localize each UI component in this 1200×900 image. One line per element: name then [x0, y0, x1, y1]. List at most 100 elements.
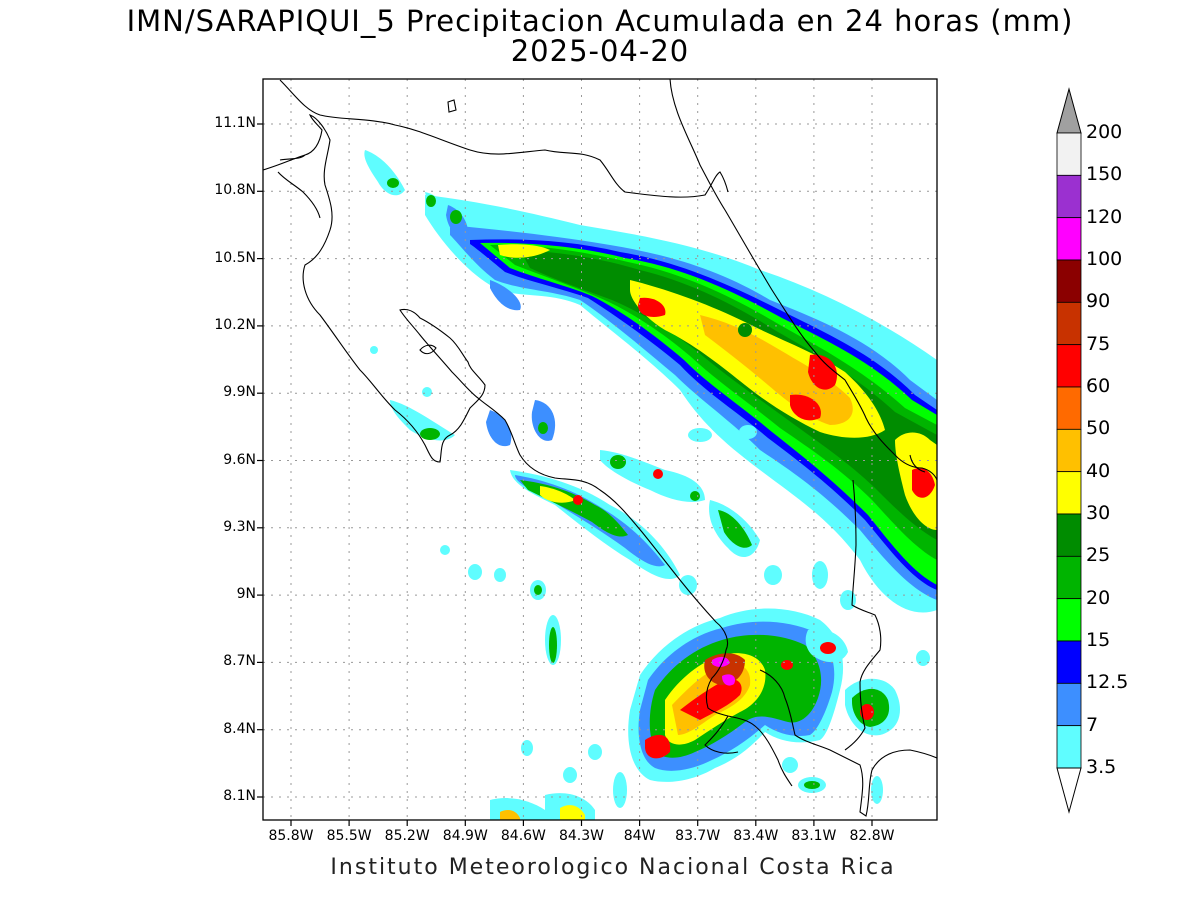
- rain-band-north-c60c: [790, 394, 821, 421]
- rain-bottom-c60: [500, 810, 520, 820]
- rain-speck-16: [613, 772, 627, 808]
- cocos-bay: [909, 454, 926, 473]
- rain-cell-8_7n-c60b: [781, 660, 793, 670]
- colorbar-swatch: [1056, 386, 1082, 430]
- rain-southwest-c60: [645, 734, 671, 759]
- colorbar-swatch: [1056, 132, 1082, 176]
- colorbar-swatch: [1056, 513, 1082, 557]
- rain-centralwest-c15: [420, 428, 440, 440]
- colorbar-swatch: [1056, 174, 1082, 219]
- lon-tick-label: 84.6W: [500, 828, 546, 844]
- lon-tick-label: 85.8W: [268, 828, 314, 844]
- rain-speck-4b: [549, 627, 557, 663]
- rain-speck-5: [679, 575, 697, 595]
- rain-band-north-c60b: [808, 354, 838, 390]
- plot-frame: [262, 78, 938, 821]
- rain-speck-11: [563, 767, 577, 783]
- lat-tick-label: 9.3N: [223, 518, 256, 535]
- colorbar-tick-label: 200: [1086, 121, 1123, 143]
- rain-west-c35: [364, 150, 405, 196]
- rain-band-north-c15-green-dot: [738, 323, 752, 337]
- rain-speck-13: [782, 757, 798, 773]
- rain-speck-8: [840, 590, 856, 610]
- rain-band-north-c60: [638, 297, 666, 317]
- caribbean-coast: [669, 79, 937, 481]
- lat-tick-label: 8.4N: [223, 720, 256, 737]
- rain-south-c100b: [722, 674, 736, 686]
- rain-east-cells-c60: [653, 469, 663, 479]
- rain-speck-7: [812, 561, 828, 589]
- colorbar-swatch: [1056, 344, 1082, 388]
- colorbar-swatch: [1056, 217, 1082, 261]
- colorbar-under-triangle: [1056, 767, 1082, 814]
- rain-north-blue-strip: [490, 280, 521, 311]
- lon-tick-label: 84.3W: [558, 828, 604, 844]
- rain-speck-1: [468, 564, 482, 580]
- colorbar-tick-label: 75: [1086, 332, 1111, 355]
- lon-tick-label: 83.1W: [791, 828, 837, 844]
- colorbar-swatch: [1056, 428, 1082, 473]
- colorbar-swatch: [1056, 555, 1082, 600]
- lon-tick-label: 85.2W: [384, 828, 430, 844]
- rain-mid-cell-c20: [718, 510, 752, 548]
- rain-centralwest-c15b: [538, 422, 548, 434]
- footer-credit: Instituto Meteorologico Nacional Costa R…: [330, 855, 896, 880]
- lat-tick-label: 10.2N: [214, 316, 256, 333]
- lat-tick-label: 11.1N: [214, 115, 256, 131]
- rain-speck-12: [521, 740, 533, 756]
- rain-band-north-c35: [425, 195, 937, 613]
- lon-tick-label: 84.9W: [442, 828, 488, 844]
- lat-tick-label: 10.5N: [214, 249, 256, 266]
- panama-border: [844, 479, 882, 751]
- colorbar-swatch: [1056, 301, 1082, 346]
- rain-speck-18: [422, 387, 432, 397]
- lat-tick-label: 10.8N: [214, 182, 256, 199]
- rain-central-c60: [573, 495, 583, 505]
- rain-centralwest-c35: [390, 400, 455, 441]
- lat-tick-label: 9.6N: [223, 451, 256, 468]
- lat-tick-label: 8.1N: [223, 788, 256, 804]
- colorbar-swatch: [1056, 640, 1082, 684]
- rain-east-cells-c15b: [690, 491, 700, 501]
- lon-tick-label: 82.8W: [849, 828, 895, 844]
- rain-cell-8_7n-c60: [820, 642, 836, 654]
- colorbar-tick-label: 90: [1086, 290, 1111, 313]
- rain-speck-15: [871, 776, 883, 804]
- lat-tick-label: 9.9N: [223, 384, 256, 401]
- rain-speck-6: [764, 565, 782, 585]
- colorbar-tick-label: 120: [1086, 205, 1123, 228]
- rain-speck-2: [494, 568, 506, 582]
- precipitation-field: [364, 150, 937, 820]
- colorbar-swatch: [1056, 682, 1082, 727]
- colorbar-tick-label: 150: [1086, 163, 1123, 186]
- colorbar-tick-label: 3.5: [1086, 756, 1117, 778]
- rain-speck-14b: [804, 781, 820, 789]
- gulf-nicoya-coast: [263, 114, 793, 787]
- rain-speck-3b: [534, 585, 542, 595]
- rain-speck-21: [688, 428, 712, 442]
- lat-tick-label: 9N: [236, 586, 256, 603]
- nicoya-peninsula-outline: [277, 171, 321, 219]
- colorbar: [1056, 87, 1082, 814]
- colorbar-tick-label: 12.5: [1086, 671, 1129, 694]
- rain-east-coast-c60: [912, 468, 935, 498]
- osa-coast: [704, 715, 739, 754]
- colorbar-tick-label: 25: [1086, 544, 1111, 567]
- rain-west-c15b: [426, 195, 436, 207]
- rain-south-c100: [712, 656, 730, 667]
- axis-ticks: [257, 123, 873, 826]
- colorbar-tick-label: 15: [1086, 629, 1111, 651]
- burica-coast: [759, 669, 937, 817]
- chart-title: IMN/SARAPIQUI_5 Precipitacion Acumulada …: [126, 4, 1074, 38]
- colorbar-swatch: [1056, 598, 1082, 642]
- rain-speck-9: [916, 650, 930, 666]
- colorbar-swatch: [1056, 725, 1082, 769]
- lon-tick-label: 85.5W: [326, 828, 372, 844]
- rain-centralwest-c7c: [531, 400, 556, 441]
- rain-bottom-c30: [560, 805, 585, 820]
- nicoya-lake: [419, 344, 437, 355]
- rain-speck-17: [440, 545, 450, 555]
- colorbar-over-triangle: [1056, 87, 1082, 134]
- chart-date: 2025-04-20: [510, 34, 690, 68]
